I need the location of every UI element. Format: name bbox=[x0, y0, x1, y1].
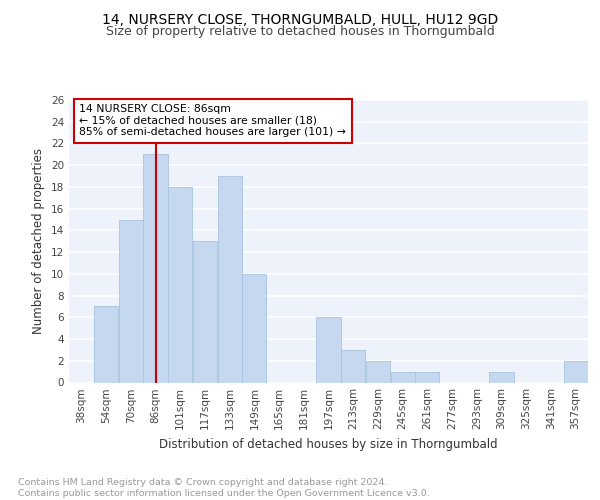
Bar bbox=[143, 154, 167, 382]
Bar bbox=[94, 306, 118, 382]
Text: Contains HM Land Registry data © Crown copyright and database right 2024.
Contai: Contains HM Land Registry data © Crown c… bbox=[18, 478, 430, 498]
Y-axis label: Number of detached properties: Number of detached properties bbox=[32, 148, 46, 334]
Bar bbox=[242, 274, 266, 382]
Bar bbox=[341, 350, 365, 382]
Bar bbox=[193, 242, 217, 382]
Text: 14 NURSERY CLOSE: 86sqm
← 15% of detached houses are smaller (18)
85% of semi-de: 14 NURSERY CLOSE: 86sqm ← 15% of detache… bbox=[79, 104, 346, 138]
Text: 14, NURSERY CLOSE, THORNGUMBALD, HULL, HU12 9GD: 14, NURSERY CLOSE, THORNGUMBALD, HULL, H… bbox=[102, 12, 498, 26]
Bar bbox=[168, 187, 193, 382]
Bar bbox=[218, 176, 242, 382]
X-axis label: Distribution of detached houses by size in Thorngumbald: Distribution of detached houses by size … bbox=[159, 438, 498, 451]
Bar bbox=[415, 372, 439, 382]
Text: Size of property relative to detached houses in Thorngumbald: Size of property relative to detached ho… bbox=[106, 25, 494, 38]
Bar bbox=[490, 372, 514, 382]
Bar bbox=[119, 220, 143, 382]
Bar bbox=[563, 361, 588, 382]
Bar bbox=[316, 318, 341, 382]
Bar bbox=[366, 361, 390, 382]
Bar bbox=[391, 372, 415, 382]
